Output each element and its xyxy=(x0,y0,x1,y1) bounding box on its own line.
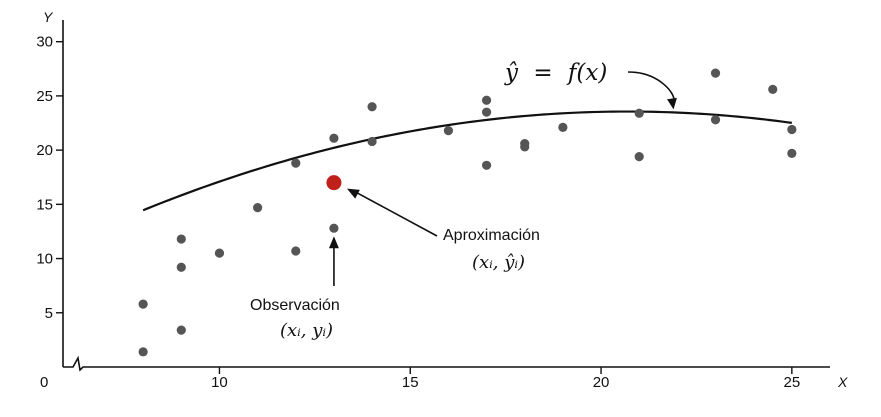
data-point xyxy=(520,142,530,152)
data-point xyxy=(768,84,778,94)
data-point xyxy=(291,246,301,256)
y-axis-label: Y xyxy=(43,9,54,25)
axes: Y X 0 xyxy=(40,9,848,391)
data-point xyxy=(138,299,148,309)
origin-label: 0 xyxy=(40,374,48,391)
data-point xyxy=(176,325,186,335)
observation-math: (xᵢ, yᵢ) xyxy=(280,320,333,341)
data-point xyxy=(329,133,339,143)
observation-label: Observación xyxy=(250,297,340,314)
highlight-point xyxy=(326,175,342,191)
observation-arrow-head xyxy=(328,236,339,249)
data-point xyxy=(443,126,454,136)
y-tick-label: 10 xyxy=(36,251,53,268)
data-point xyxy=(710,68,721,78)
fit-curve-line xyxy=(142,110,792,212)
curve-label-eq: = xyxy=(533,60,552,86)
y-tick-label: 30 xyxy=(36,34,53,51)
data-point xyxy=(481,107,492,117)
data-point xyxy=(253,202,263,213)
annotations: ŷ = f(x) Aproximación (xᵢ, ŷᵢ) Observaci… xyxy=(250,60,677,341)
x-axis-label: X xyxy=(837,374,848,390)
approximation-label: Aproximación xyxy=(443,227,540,244)
data-point xyxy=(176,234,186,244)
data-point xyxy=(787,124,797,135)
data-point xyxy=(481,95,492,105)
data-point xyxy=(367,102,377,112)
curve-arrow-head xyxy=(667,97,677,110)
data-point xyxy=(291,158,301,168)
y-tick-label: 25 xyxy=(36,88,53,105)
curve-label-rhs: f(x) xyxy=(566,60,607,86)
x-tick-label: 10 xyxy=(211,374,228,391)
data-point xyxy=(329,223,339,233)
ticks: 5 10 15 20 25 30 10 15 20 25 xyxy=(36,34,800,391)
data-point xyxy=(481,160,492,170)
approximation-arrow xyxy=(354,190,438,237)
data-point xyxy=(367,136,377,147)
y-tick-label: 5 xyxy=(45,305,53,322)
approximation-arrow-head xyxy=(346,188,360,199)
data-point xyxy=(634,108,644,118)
data-point xyxy=(214,248,225,258)
curve-equation-label: ŷ = f(x) xyxy=(504,60,607,86)
x-tick-label: 25 xyxy=(783,374,800,391)
data-point xyxy=(138,347,148,357)
x-tick-label: 20 xyxy=(593,374,610,391)
x-axis-line xyxy=(63,355,830,372)
y-tick-label: 15 xyxy=(36,196,53,213)
approximation-math: (xᵢ, ŷᵢ) xyxy=(472,252,525,273)
data-point xyxy=(787,148,797,158)
data-points xyxy=(138,68,797,357)
curve-label-lhs: ŷ xyxy=(504,60,519,86)
data-point xyxy=(634,152,644,162)
data-point xyxy=(558,122,568,132)
curve-arrow xyxy=(627,71,675,101)
data-point xyxy=(176,262,186,272)
x-tick-label: 15 xyxy=(402,374,419,391)
data-point xyxy=(710,115,721,125)
y-tick-label: 20 xyxy=(36,142,53,159)
